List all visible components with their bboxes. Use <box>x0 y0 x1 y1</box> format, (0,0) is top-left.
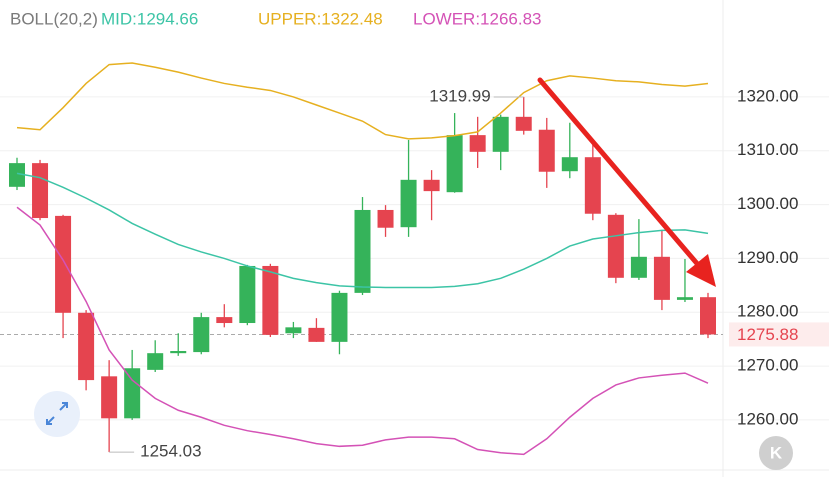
band-line <box>16 62 709 140</box>
candle-body <box>308 327 325 342</box>
candle-body <box>515 116 532 131</box>
band-line <box>16 206 709 456</box>
candle-body <box>124 368 141 419</box>
candle-body <box>538 129 555 172</box>
candle-body <box>377 209 394 228</box>
y-tick-label: 1260.00 <box>737 409 798 428</box>
candle-body <box>170 351 187 354</box>
candle-body <box>239 265 256 324</box>
candle-body <box>492 116 509 152</box>
y-tick-label: 1290.00 <box>737 248 798 267</box>
candle-body <box>9 163 25 187</box>
candle-body <box>101 376 118 419</box>
legend-entry: MID:1294.66 <box>101 9 198 28</box>
last-price-tag <box>729 322 829 347</box>
candle-body <box>32 163 49 219</box>
candle-body <box>78 312 95 381</box>
k-button[interactable]: K <box>759 436 793 470</box>
candle-body <box>700 297 716 335</box>
indicator-name: BOLL(20,2) <box>10 9 98 28</box>
candle-body <box>216 317 233 324</box>
y-tick-label: 1310.00 <box>737 140 798 159</box>
candle-body <box>354 209 371 293</box>
low-marker-label: 1254.03 <box>140 442 201 461</box>
candle-body <box>262 265 279 335</box>
candle-body <box>285 327 302 334</box>
candle-body <box>561 157 578 172</box>
candle-body <box>423 179 440 192</box>
candle-body <box>193 317 210 353</box>
candle-body <box>331 292 348 342</box>
y-tick-label: 1300.00 <box>737 194 798 213</box>
y-tick-label: 1320.00 <box>737 86 798 105</box>
legend-entry: UPPER:1322.48 <box>258 9 383 28</box>
trend-arrow <box>537 77 716 287</box>
candle-body <box>446 135 463 193</box>
high-marker-label: 1319.99 <box>429 86 490 105</box>
expand-button[interactable] <box>34 391 80 437</box>
candle-body <box>653 256 670 300</box>
candle-body <box>630 256 647 278</box>
candle-body <box>400 179 417 228</box>
svg-text:K: K <box>770 443 783 462</box>
candle-body <box>676 297 693 300</box>
y-tick-label: 1270.00 <box>737 356 798 375</box>
last-price-label: 1275.88 <box>737 325 798 344</box>
candle-body <box>147 353 164 370</box>
candle-body <box>607 214 624 278</box>
plot-area: 1260.00 1270.00 1280.00 1290.00 1300.00 1310.… <box>0 62 829 461</box>
legend-entry: LOWER:1266.83 <box>413 9 542 28</box>
candle-body <box>469 135 486 152</box>
candle-body <box>55 215 72 313</box>
y-tick-label: 1280.00 <box>737 302 798 321</box>
band-line <box>16 172 709 289</box>
candle-body <box>584 157 601 214</box>
